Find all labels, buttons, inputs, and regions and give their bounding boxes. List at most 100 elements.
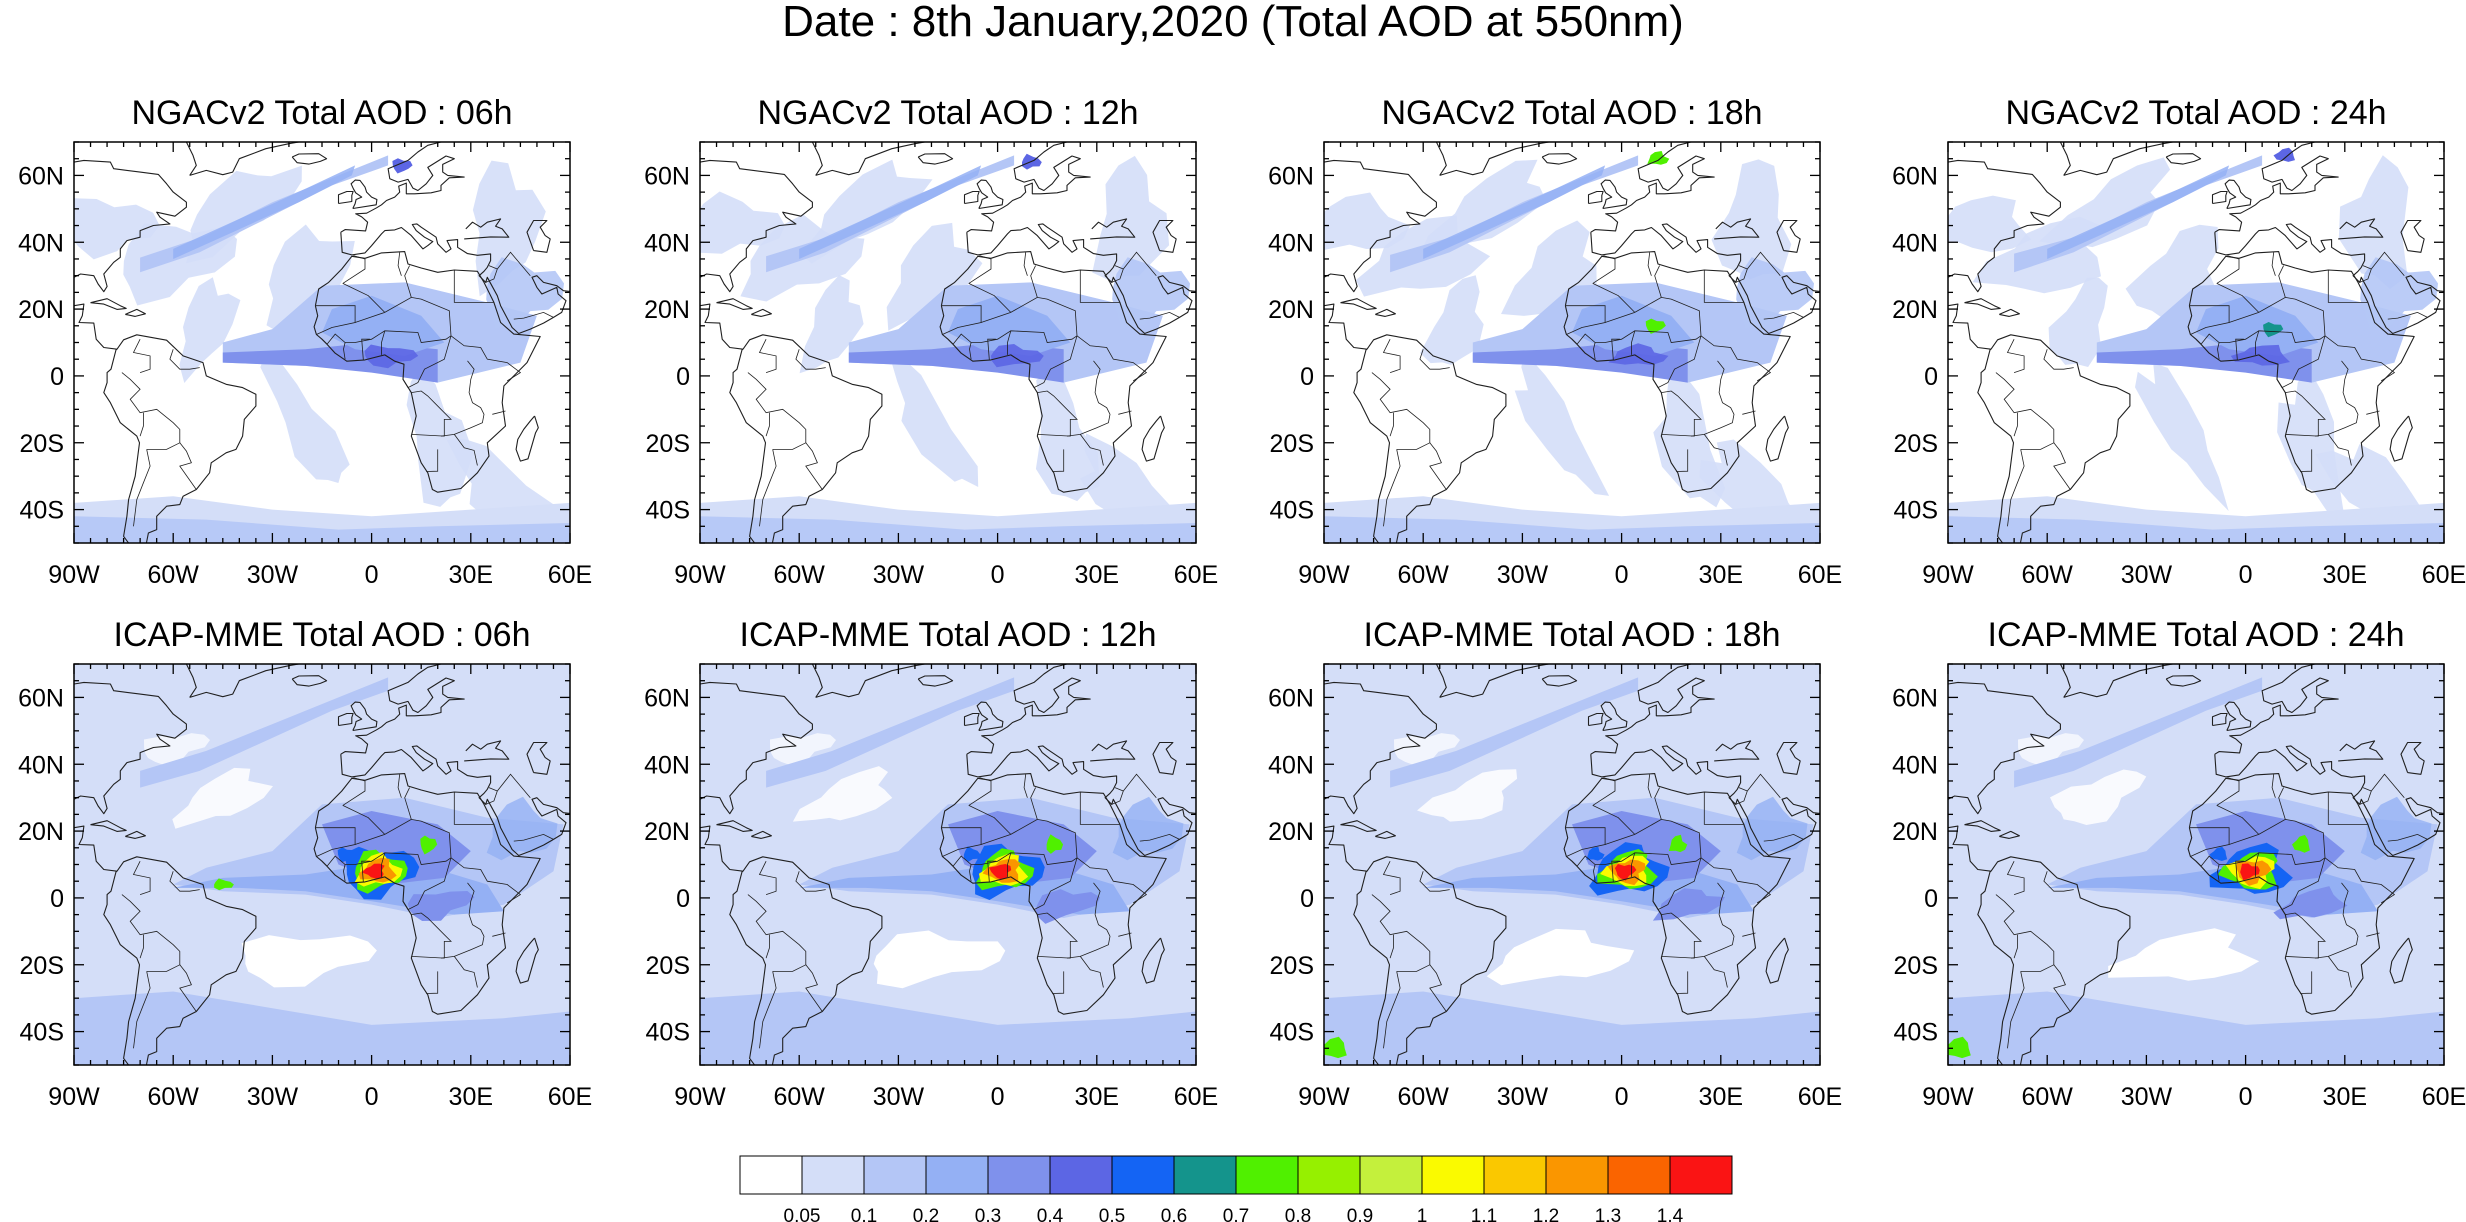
lon-tick-label: 0 (1615, 1083, 1629, 1111)
lon-tick-label: 90W (1298, 1083, 1350, 1111)
colorbar-label: 1.2 (1533, 1206, 1559, 1222)
lat-tick-label: 20N (1268, 296, 1314, 324)
colorbar: 0.05 0.1 0.2 0.3 0.4 0.5 0.6 0.7 0.8 0.9 1 1.1 1.2 1.… (739, 1155, 1733, 1222)
lon-tick-label: 30W (873, 1083, 925, 1111)
lon-tick-label: 60E (1174, 1083, 1218, 1111)
lat-tick-label: 20S (646, 430, 690, 458)
lon-tick-label: 30W (2121, 561, 2173, 589)
lat-tick-label: 40S (1894, 1019, 1938, 1047)
lon-tick-label: 90W (48, 561, 100, 589)
lon-tick-label: 60W (2021, 561, 2073, 589)
map-panel-icap-18: 90W 60W 30W 0 30E 60E 60N 40N 20N 0 20S 40S ICAP-MME… (1268, 616, 1842, 1111)
colorbar-label: 1 (1417, 1206, 1428, 1222)
coastlines (1324, 142, 1820, 543)
country-borders (1371, 251, 1804, 527)
lon-tick-label: 30E (449, 561, 493, 589)
colorbar-swatch (739, 1155, 803, 1195)
colorbar-swatch (1421, 1155, 1485, 1195)
panel-title: NGACv2 Total AOD : 18h (1381, 94, 1762, 132)
lon-tick-label: 60W (1397, 1083, 1449, 1111)
lat-tick-label: 20N (18, 296, 64, 324)
lat-tick-label: 20S (20, 430, 64, 458)
lat-tick-label: 40N (18, 751, 64, 779)
lon-tick-label: 30E (1699, 561, 1743, 589)
colorbar-label: 0.8 (1285, 1206, 1311, 1222)
lon-tick-label: 60W (2021, 1083, 2073, 1111)
map-panel-icap-24: 90W 60W 30W 0 30E 60E 60N 40N 20N 0 20S 40S ICAP-MME… (1892, 616, 2466, 1111)
aod-field (1948, 142, 2444, 543)
country-borders (747, 773, 1180, 1049)
colorbar-label: 0.05 (784, 1206, 821, 1222)
lon-tick-label: 30E (1699, 1083, 1743, 1111)
colorbar-swatch (925, 1155, 989, 1195)
lon-tick-label: 30W (873, 561, 925, 589)
lon-tick-label: 90W (1922, 1083, 1974, 1111)
colorbar-label: 0.6 (1161, 1206, 1187, 1222)
lat-tick-label: 20S (1270, 430, 1314, 458)
colorbar-swatch (1483, 1155, 1547, 1195)
lon-tick-label: 30W (1497, 1083, 1549, 1111)
panel-title: NGACv2 Total AOD : 06h (131, 94, 512, 132)
lat-tick-label: 40S (1270, 497, 1314, 525)
lon-tick-label: 90W (48, 1083, 100, 1111)
map-panel-ngac-12: 90W 60W 30W 0 30E 60E 60N 40N 20N 0 20S 40S NGACv2 T… (644, 94, 1218, 589)
country-borders (1995, 251, 2428, 527)
lon-tick-label: 0 (2239, 561, 2253, 589)
lat-tick-label: 60N (1892, 684, 1938, 712)
colorbar-label: 1.1 (1471, 1206, 1497, 1222)
lat-tick-label: 20S (20, 952, 64, 980)
lon-tick-label: 60W (1397, 561, 1449, 589)
colorbar-swatch (1297, 1155, 1361, 1195)
lat-tick-label: 20N (644, 818, 690, 846)
lon-tick-label: 30W (2121, 1083, 2173, 1111)
panel-title: ICAP-MME Total AOD : 24h (1988, 616, 2405, 654)
colorbar-swatch (1359, 1155, 1423, 1195)
lat-tick-label: 40N (1268, 751, 1314, 779)
map-panel-ngac-24: 90W 60W 30W 0 30E 60E 60N 40N 20N 0 20S 40S NGACv2 T… (1892, 94, 2466, 589)
colorbar-swatch (1545, 1155, 1609, 1195)
lat-tick-label: 20S (1270, 952, 1314, 980)
lat-tick-label: 40S (646, 1019, 690, 1047)
country-borders (747, 251, 1180, 527)
lat-tick-label: 0 (1300, 885, 1314, 913)
figure-title: Date : 8th January,2020 (Total AOD at 55… (782, 0, 1684, 46)
country-borders (121, 773, 554, 1049)
aod-field (1324, 142, 1820, 543)
lon-tick-label: 30E (1075, 561, 1119, 589)
colorbar-label: 1.3 (1595, 1206, 1621, 1222)
lon-tick-label: 90W (674, 1083, 726, 1111)
lon-tick-label: 0 (991, 1083, 1005, 1111)
lon-tick-label: 60E (2422, 1083, 2466, 1111)
lat-tick-label: 40N (644, 229, 690, 257)
lon-tick-label: 60E (2422, 561, 2466, 589)
colorbar-swatch (1235, 1155, 1299, 1195)
colorbar-swatch (1607, 1155, 1671, 1195)
lat-tick-label: 60N (1892, 162, 1938, 190)
aod-field (1948, 664, 2444, 1065)
lon-tick-label: 60W (773, 1083, 825, 1111)
aod-field (74, 142, 570, 543)
lat-tick-label: 60N (18, 684, 64, 712)
lat-tick-label: 40N (18, 229, 64, 257)
colorbar-label: 0.9 (1347, 1206, 1373, 1222)
aod-field (74, 664, 570, 1065)
lon-tick-label: 60E (548, 1083, 592, 1111)
colorbar-label: 0.2 (913, 1206, 939, 1222)
lat-tick-label: 20N (644, 296, 690, 324)
aod-field (700, 664, 1196, 1065)
lat-tick-label: 0 (1924, 363, 1938, 391)
lat-tick-label: 60N (1268, 162, 1314, 190)
lon-tick-label: 60E (1174, 561, 1218, 589)
lat-tick-label: 40N (1892, 751, 1938, 779)
lon-tick-label: 0 (365, 1083, 379, 1111)
coastlines (1324, 664, 1820, 1065)
lat-tick-label: 20N (1892, 818, 1938, 846)
lon-tick-label: 60W (773, 561, 825, 589)
colorbar-swatch (863, 1155, 927, 1195)
lon-tick-label: 0 (1615, 561, 1629, 589)
lon-tick-label: 60E (1798, 1083, 1842, 1111)
colorbar-swatch (801, 1155, 865, 1195)
lat-tick-label: 40S (646, 497, 690, 525)
lat-tick-label: 20N (1892, 296, 1938, 324)
lon-tick-label: 90W (1922, 561, 1974, 589)
